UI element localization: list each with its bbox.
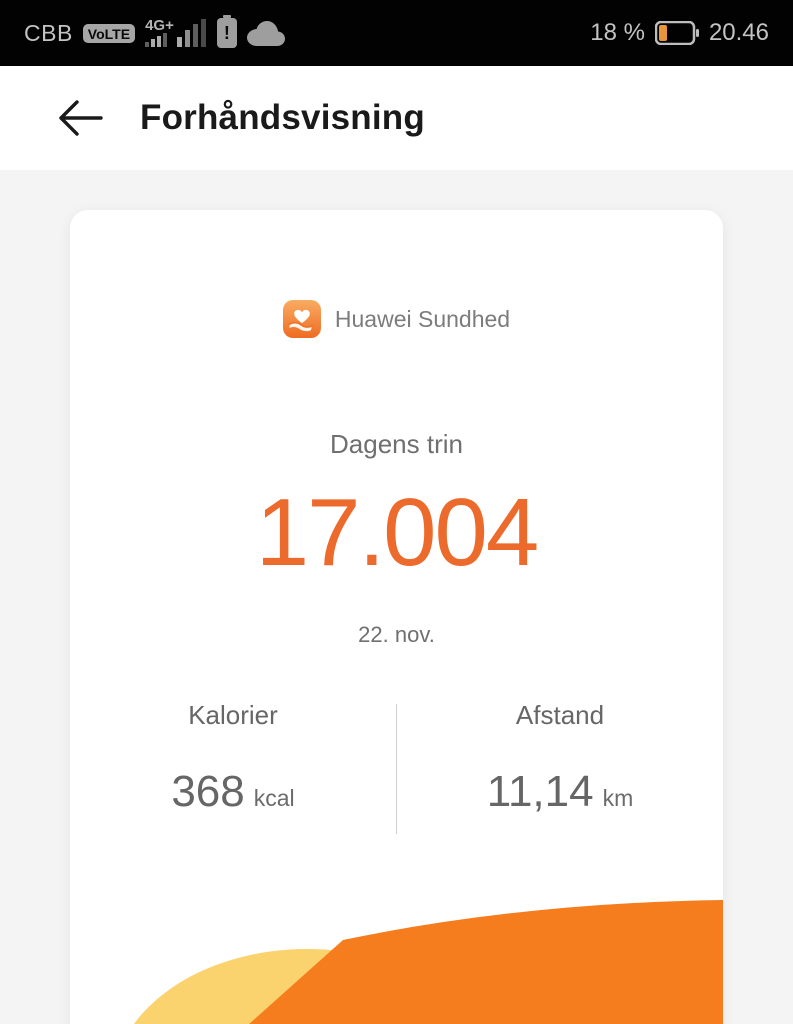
cloud-icon — [246, 21, 285, 46]
battery-alert-icon: ! — [216, 15, 237, 48]
app-header: Forhåndsvisning — [0, 66, 793, 170]
stats-divider — [396, 704, 397, 834]
status-bar-left: CBB VoLTE 4G+ — [24, 15, 285, 48]
clock-label: 20.46 — [708, 19, 769, 46]
carrier-label: CBB — [24, 19, 73, 46]
app-identity-row: Huawei Sundhed — [282, 300, 511, 338]
app-name-label: Huawei Sundhed — [334, 305, 511, 332]
battery-icon — [654, 21, 699, 45]
calories-stat: Kalorier 368 kcal — [70, 700, 396, 834]
distance-label: Afstand — [515, 700, 605, 730]
status-bar: CBB VoLTE 4G+ — [0, 0, 793, 66]
huawei-health-logo-icon — [282, 300, 321, 338]
distance-value: 11,14 — [486, 767, 594, 816]
page-title: Forhåndsvisning — [140, 98, 425, 137]
status-bar-right: 18 % 20.46 — [590, 19, 769, 47]
calories-unit: kcal — [253, 785, 295, 811]
steps-count: 17.004 — [255, 479, 540, 586]
signal-bars-small-icon — [145, 33, 168, 47]
back-button[interactable] — [54, 95, 106, 141]
back-arrow-icon — [59, 100, 103, 136]
volte-badge: VoLTE — [82, 23, 136, 43]
health-share-card: Huawei Sundhed Dagens trin 17.004 22. no… — [70, 210, 723, 1024]
distance-stat: Afstand 11,14 km — [397, 700, 723, 834]
network-type-label: 4G+ — [145, 17, 174, 34]
calories-label: Kalorier — [188, 700, 278, 730]
date-label: 22. nov. — [358, 622, 435, 647]
calories-value: 368 — [171, 767, 245, 816]
battery-percent-label: 18 % — [590, 19, 645, 46]
network-cluster: 4G+ — [145, 17, 207, 47]
stats-row: Kalorier 368 kcal Afstand 11,14 km — [70, 700, 723, 834]
distance-unit: km — [602, 785, 634, 811]
hills-graphic — [133, 900, 723, 1024]
content-area: Huawei Sundhed Dagens trin 17.004 22. no… — [0, 170, 793, 1024]
steps-title: Dagens trin — [330, 429, 463, 459]
signal-bars-icon — [176, 19, 206, 47]
